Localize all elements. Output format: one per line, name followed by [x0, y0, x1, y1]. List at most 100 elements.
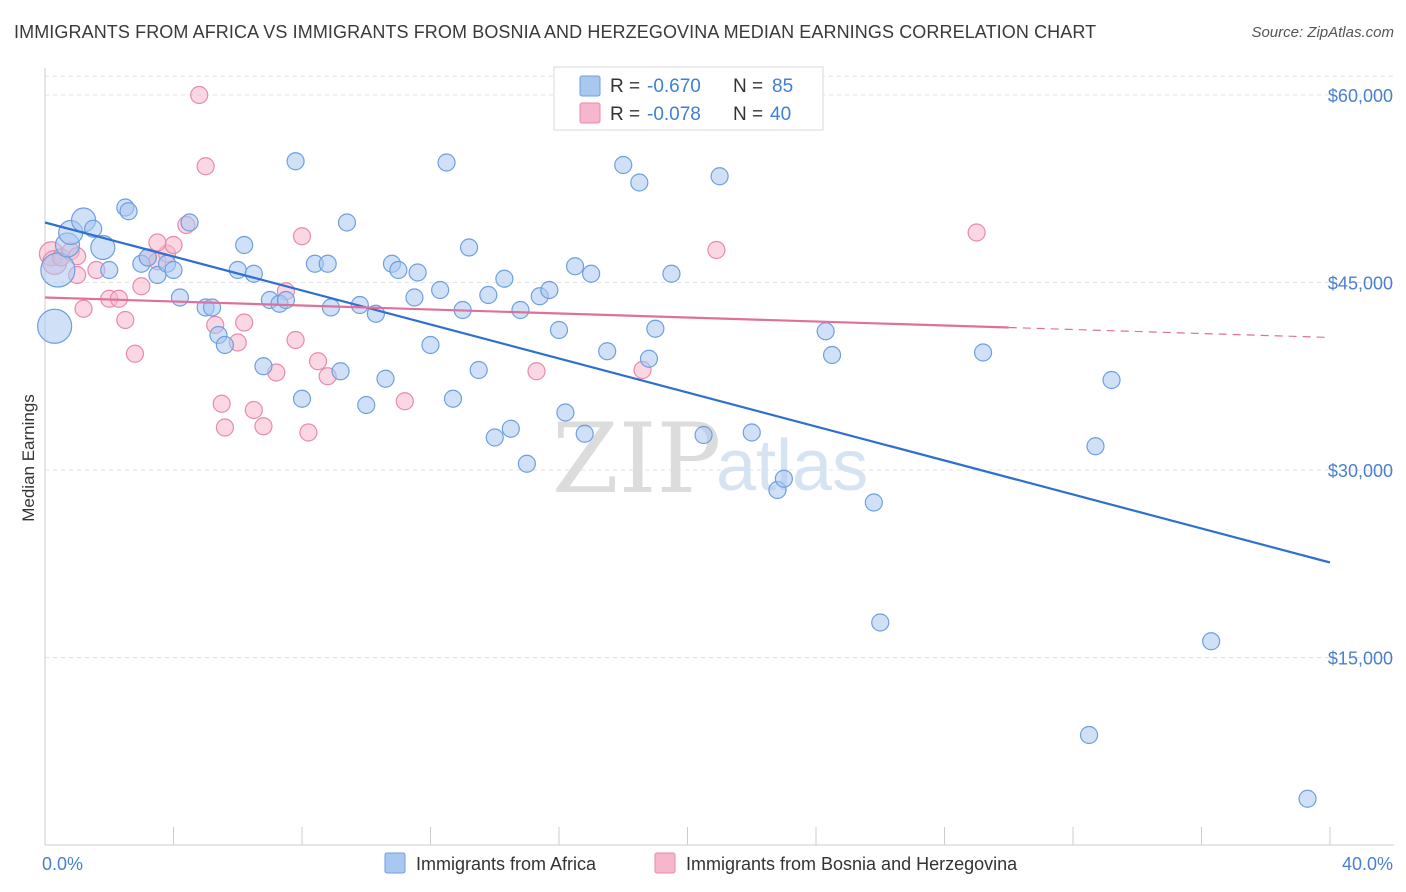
- point-africa: [170, 288, 190, 307]
- point-africa: [582, 264, 601, 283]
- point-africa: [646, 319, 665, 338]
- point-africa: [549, 320, 569, 340]
- point-africa: [405, 288, 424, 307]
- point-africa: [540, 280, 559, 300]
- point-africa: [479, 285, 498, 305]
- y-tick-label: $15,000: [1328, 649, 1393, 669]
- legend-swatch-africa: [579, 75, 601, 97]
- top-legend: R = -0.670 N = 85 R = -0.078 N = 40: [553, 66, 824, 131]
- point-africa: [254, 357, 273, 376]
- point-africa: [437, 153, 456, 172]
- point-bosnia: [707, 240, 726, 260]
- legend-r-value-africa: -0.670: [647, 76, 701, 97]
- data-points: [37, 85, 1317, 808]
- legend-n-label: N =: [733, 76, 763, 97]
- trend-line-bosnia: [44, 296, 1009, 329]
- point-africa: [1202, 632, 1221, 651]
- point-africa: [331, 362, 350, 381]
- point-africa: [501, 419, 520, 438]
- point-bosnia: [244, 400, 263, 420]
- point-africa: [215, 335, 234, 355]
- point-africa: [816, 322, 835, 341]
- y-tick-labels: $15,000 $30,000 $45,000 $60,000: [1328, 86, 1393, 669]
- point-africa: [614, 155, 633, 175]
- point-africa: [485, 428, 504, 447]
- point-africa: [864, 493, 883, 512]
- point-africa: [774, 469, 793, 488]
- y-axis-label: Median Earnings: [19, 394, 38, 522]
- point-africa: [517, 454, 536, 473]
- point-bosnia: [292, 227, 312, 246]
- point-africa: [1102, 370, 1121, 390]
- point-bosnia: [125, 344, 145, 363]
- point-bosnia: [196, 157, 215, 176]
- point-africa: [235, 235, 254, 255]
- point-bosnia: [164, 235, 183, 255]
- point-africa: [598, 342, 617, 361]
- watermark: ZIP atlas: [552, 403, 868, 515]
- y-tick-label: $60,000: [1328, 86, 1393, 106]
- point-africa: [694, 425, 713, 445]
- point-africa: [822, 345, 842, 365]
- bottom-legend-swatch-bosnia: [654, 852, 676, 874]
- legend-n-value-africa: 85: [772, 76, 793, 97]
- point-africa: [511, 300, 530, 320]
- point-africa: [286, 152, 305, 171]
- point-africa: [421, 335, 440, 355]
- point-africa: [469, 360, 488, 380]
- point-bosnia: [212, 394, 231, 413]
- bottom-legend: Immigrants from Africa Immigrants from B…: [384, 852, 1018, 874]
- point-africa: [100, 260, 119, 280]
- legend-swatch-bosnia: [579, 102, 601, 124]
- point-africa: [459, 238, 479, 257]
- point-bosnia: [286, 330, 305, 350]
- y-tick-label: $45,000: [1328, 274, 1393, 294]
- point-africa: [871, 613, 890, 632]
- x-tick-label-max: 40.0%: [1342, 854, 1393, 874]
- point-africa: [973, 343, 993, 362]
- trend-line-bosnia-extension: [1008, 326, 1331, 339]
- point-africa: [292, 389, 312, 408]
- x-tick-labels: 0.0% 40.0%: [42, 854, 1393, 874]
- point-africa: [495, 269, 514, 288]
- point-bosnia: [235, 313, 254, 332]
- point-bosnia: [148, 233, 167, 252]
- point-africa: [639, 349, 659, 368]
- point-bosnia: [215, 418, 234, 437]
- legend-r-label: R =: [610, 104, 640, 125]
- point-africa: [357, 395, 376, 415]
- point-bosnia: [190, 85, 209, 105]
- point-africa: [565, 257, 585, 276]
- point-africa: [119, 202, 138, 221]
- point-bosnia: [527, 362, 546, 381]
- point-africa: [710, 167, 729, 186]
- bottom-legend-swatch-africa: [384, 852, 406, 874]
- chart-title: IMMIGRANTS FROM AFRICA VS IMMIGRANTS FRO…: [14, 22, 1097, 42]
- y-tick-label: $30,000: [1328, 461, 1393, 481]
- grid-lines: [45, 75, 1394, 658]
- point-bosnia: [132, 277, 151, 296]
- point-africa: [164, 260, 183, 280]
- point-africa: [443, 389, 463, 408]
- point-bosnia: [116, 310, 135, 330]
- point-africa: [662, 264, 681, 283]
- x-tick-label-min: 0.0%: [42, 854, 83, 874]
- watermark-zip-text: ZIP: [552, 403, 721, 515]
- point-africa: [575, 424, 594, 443]
- point-bosnia: [395, 392, 414, 411]
- point-bosnia: [299, 423, 318, 442]
- watermark-atlas-text: atlas: [716, 426, 868, 506]
- point-bosnia: [308, 352, 328, 371]
- point-africa: [40, 252, 76, 288]
- point-africa: [37, 308, 73, 344]
- legend-n-value-bosnia: 40: [770, 104, 791, 125]
- point-africa: [1298, 789, 1317, 808]
- point-africa: [556, 403, 575, 422]
- point-bosnia: [967, 223, 986, 242]
- point-bosnia: [254, 417, 273, 436]
- legend-r-value-bosnia: -0.078: [647, 104, 701, 125]
- point-africa: [337, 213, 357, 232]
- point-africa: [318, 254, 337, 273]
- point-africa: [1086, 437, 1105, 456]
